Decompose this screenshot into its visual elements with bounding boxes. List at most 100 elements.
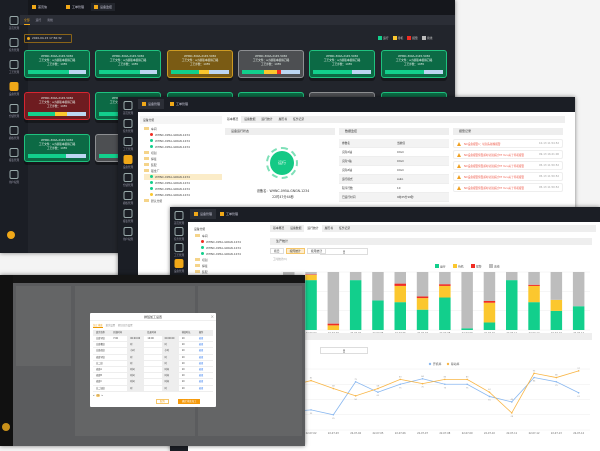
date-select[interactable]: 日	[320, 248, 368, 255]
table-cell[interactable]: 时间	[127, 379, 145, 385]
sidebar-item-label[interactable]: 首页管理	[8, 27, 20, 30]
sidebar-icon[interactable]	[9, 82, 19, 91]
table-cell[interactable]	[144, 379, 161, 384]
edit-link[interactable]: 编辑	[198, 380, 204, 384]
table-cell[interactable]: 小时	[127, 348, 145, 354]
table-cell[interactable]	[144, 348, 161, 353]
table-cell[interactable]: 10	[181, 367, 185, 371]
sidebar-icon[interactable]	[9, 38, 19, 47]
table-cell[interactable]	[110, 342, 127, 347]
sidebar-item-label[interactable]: 仓储管理	[8, 115, 20, 118]
sidebar-item-label[interactable]: 任务管理	[122, 130, 134, 133]
table-cell[interactable]: 10	[181, 337, 185, 340]
table-cell[interactable]: 10	[181, 386, 185, 390]
sidebar-item-label[interactable]: 首页管理	[122, 112, 134, 115]
table-cell[interactable]: 19:00	[147, 337, 154, 340]
sidebar-icon[interactable]	[174, 259, 184, 268]
tree-device[interactable]: WHNC-095A-GNGN-1234	[195, 251, 268, 257]
table-cell[interactable]	[110, 386, 127, 391]
table-cell[interactable]: 00:00:00	[127, 336, 145, 342]
tree-folder[interactable]: 切割	[195, 257, 268, 263]
table-cell[interactable]	[144, 367, 161, 372]
sidebar-item-label[interactable]: 设备管理	[8, 93, 20, 96]
tree-device[interactable]: WHNC-095A-GNGN-1234	[144, 138, 222, 144]
sidebar-icon[interactable]	[123, 227, 133, 236]
table-cell[interactable]: 时间	[161, 373, 179, 379]
sidebar-item-label[interactable]: 设备管理	[122, 166, 134, 169]
close-icon[interactable]: ×	[210, 314, 214, 319]
sidebar-icon[interactable]	[123, 209, 133, 218]
detail-tab[interactable]: 任务记录	[293, 117, 305, 121]
alarm-item[interactable]: NC设备报警预警超时切割超过3T mcu关于停机报警 05-13 11:50:52	[453, 183, 563, 192]
table-cell[interactable]	[110, 361, 127, 366]
tree-folder[interactable]: 车间	[144, 126, 222, 132]
sidebar-icon[interactable]	[9, 126, 19, 135]
edit-link[interactable]: 编辑	[198, 361, 204, 365]
alarm-item[interactable]: NC设备报警预警超时切割超过3T mcu关于停机报警 05-13 11:50:52	[453, 172, 563, 181]
detail-tab[interactable]: 基本概况	[224, 116, 242, 123]
table-cell[interactable]: 时	[127, 354, 145, 360]
avatar[interactable]	[2, 423, 10, 431]
table-cell[interactable]: 时	[127, 342, 145, 348]
tree-folder[interactable]: 装配	[144, 162, 222, 168]
sidebar-icon[interactable]	[123, 173, 133, 182]
sidebar-icon[interactable]	[9, 60, 19, 69]
tab-workorder[interactable]: 工单管理	[170, 102, 188, 106]
sidebar-item-label[interactable]: 报表管理	[122, 220, 134, 223]
tree-device[interactable]: WHNC-095A-GNGN-1234	[144, 192, 222, 198]
filter-button[interactable]: 按周统计	[285, 248, 305, 254]
detail-tab[interactable]: 履历书	[324, 226, 334, 230]
table-cell[interactable]: 时	[161, 385, 179, 391]
table-cell[interactable]: 时间	[127, 366, 145, 373]
tab-device-management[interactable]: 设备管理	[138, 99, 165, 109]
edit-link[interactable]: 编辑	[198, 349, 204, 353]
table-cell[interactable]	[110, 355, 127, 360]
tab-device-management[interactable]: 设备管理	[190, 209, 217, 219]
sidebar-item-label[interactable]: 首页管理	[173, 222, 185, 225]
table-cell[interactable]	[144, 355, 161, 360]
sidebar-item-label[interactable]: 用户权限	[8, 181, 20, 184]
detail-tab[interactable]: 运行统计	[304, 225, 322, 232]
table-cell[interactable]: 10	[181, 349, 185, 353]
sidebar-icon[interactable]	[9, 170, 19, 179]
table-cell[interactable]: 00:00:00	[161, 336, 179, 342]
tree-folder[interactable]: 焊接	[195, 263, 268, 269]
page-current[interactable]: 1	[96, 393, 100, 397]
detail-tab[interactable]: 设备数据	[244, 117, 256, 121]
cancel-button[interactable]: 取消	[156, 399, 169, 404]
sidebar-icon[interactable]	[174, 227, 184, 236]
detail-tab[interactable]: 任务记录	[339, 226, 351, 230]
sidebar-icon[interactable]	[123, 101, 133, 110]
tree-folder[interactable]: 钣金厂	[144, 168, 222, 174]
table-cell[interactable]	[144, 361, 161, 366]
tree-device[interactable]: WHNC-095A-GNGN-1234	[144, 132, 222, 138]
edit-link[interactable]: 编辑	[198, 367, 204, 371]
detail-tab[interactable]: 设备数据	[290, 226, 302, 230]
sidebar-item-label[interactable]: 仓储管理	[122, 184, 134, 187]
tree-folder[interactable]: 装配	[195, 269, 268, 275]
sidebar-icon[interactable]	[123, 137, 133, 146]
confirm-button[interactable]: 确定排班加工	[178, 399, 201, 404]
table-cell[interactable]	[144, 342, 161, 347]
tree-device[interactable]: WHNC-095A-GNGN-1234	[144, 174, 222, 180]
sidebar-icon[interactable]	[174, 243, 184, 252]
tab-device-monitor[interactable]: 设备监控	[91, 3, 116, 11]
sidebar-icon[interactable]	[174, 211, 184, 220]
date-select-2[interactable]: 日	[320, 347, 368, 354]
tree-device[interactable]: WHNC-095A-GNGN-1234	[144, 180, 222, 186]
tree-folder[interactable]: 车间	[195, 233, 268, 239]
sidebar-item-label[interactable]: 模板管理	[122, 202, 134, 205]
alarm-item[interactable]: NC设备报警预警超时切割超过3T mcu关于停机报警 05-13 11:50:52	[453, 161, 563, 170]
sidebar-icon[interactable]	[123, 155, 133, 164]
sidebar-item-label[interactable]: 模板管理	[8, 137, 20, 140]
table-cell[interactable]: 时	[127, 385, 145, 391]
table-cell[interactable]	[110, 373, 127, 378]
subtab-run[interactable]: 运行	[35, 18, 42, 22]
alarm-item[interactable]: NC设备报警预警超时切割超过3T mcu关于停机报警 09-13 16:21:00	[453, 150, 563, 159]
table-cell[interactable]: 时	[161, 354, 179, 360]
tree-folder[interactable]: 焊接	[144, 156, 222, 162]
sidebar-item-label[interactable]: 用户权限	[122, 238, 134, 241]
user-avatar[interactable]	[7, 231, 15, 239]
